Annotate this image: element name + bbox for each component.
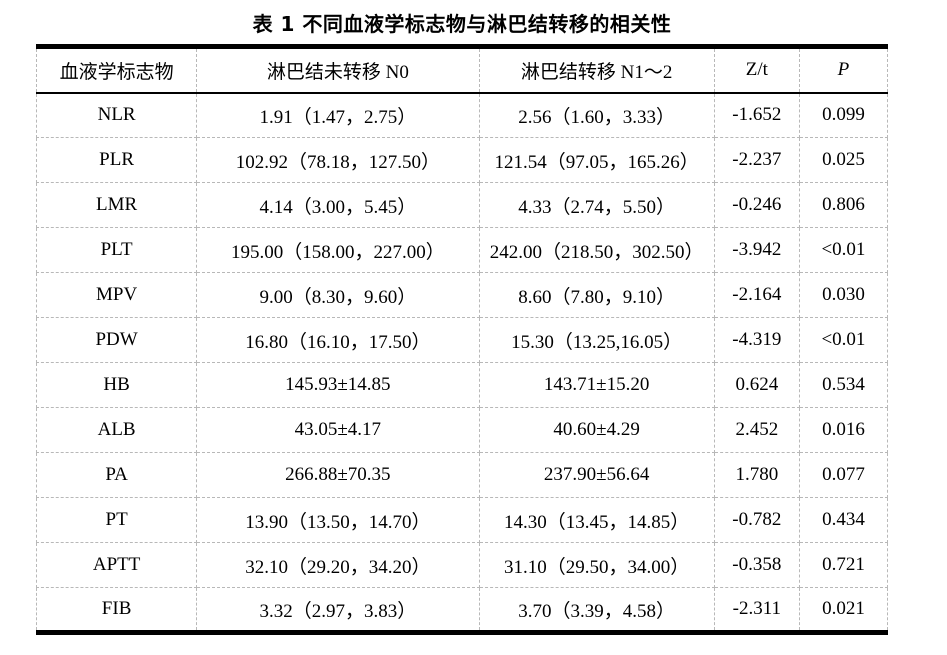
cell-p: 0.721	[798, 542, 889, 588]
cell-zt: -0.246	[713, 182, 800, 228]
table-row: LMR 4.14（3.00，5.45） 4.33（2.74，5.50） -0.2…	[35, 182, 889, 228]
cell-n12: 2.56（1.60，3.33）	[478, 92, 715, 138]
cell-zt: 1.780	[713, 452, 800, 498]
cell-zt: -2.164	[713, 272, 800, 318]
cell-n12: 8.60（7.80，9.10）	[478, 272, 715, 318]
cell-marker: PA	[35, 452, 198, 498]
header-marker: 血液学标志物	[35, 46, 198, 94]
cell-marker: NLR	[35, 92, 198, 138]
cell-p: 0.025	[798, 137, 889, 183]
cell-zt: -0.782	[713, 497, 800, 543]
cell-marker: FIB	[35, 587, 198, 633]
header-zt: Z/t	[713, 46, 800, 94]
table-row: MPV 9.00（8.30，9.60） 8.60（7.80，9.10） -2.1…	[35, 272, 889, 318]
table-row: HB 145.93±14.85 143.71±15.20 0.624 0.534	[35, 362, 889, 408]
cell-n0: 9.00（8.30，9.60）	[196, 272, 480, 318]
cell-marker: MPV	[35, 272, 198, 318]
cell-p: 0.021	[798, 587, 889, 633]
table-title: 表 1 不同血液学标志物与淋巴结转移的相关性	[252, 12, 672, 36]
cell-marker: APTT	[35, 542, 198, 588]
header-p: P	[798, 46, 889, 94]
cell-n0: 4.14（3.00，5.45）	[196, 182, 480, 228]
hematology-correlation-table: 血液学标志物 淋巴结未转移 N0 淋巴结转移 N1～2 Z/t P NLR 1.…	[35, 44, 889, 635]
cell-p: 0.099	[798, 92, 889, 138]
header-n0: 淋巴结未转移 N0	[196, 46, 480, 94]
cell-n12: 121.54（97.05，165.26）	[478, 137, 715, 183]
cell-n0: 32.10（29.20，34.20）	[196, 542, 480, 588]
cell-marker: ALB	[35, 407, 198, 453]
cell-n12: 237.90±56.64	[478, 452, 715, 498]
cell-n12: 15.30（13.25,16.05）	[478, 317, 715, 363]
cell-p: 0.077	[798, 452, 889, 498]
cell-n0: 145.93±14.85	[196, 362, 480, 408]
cell-n0: 102.92（78.18，127.50）	[196, 137, 480, 183]
table-row: PLT 195.00（158.00，227.00） 242.00（218.50，…	[35, 227, 889, 273]
header-n1-2: 淋巴结转移 N1～2	[478, 46, 715, 94]
cell-zt: 2.452	[713, 407, 800, 453]
cell-p: <0.01	[798, 317, 889, 363]
table-row: PA 266.88±70.35 237.90±56.64 1.780 0.077	[35, 452, 889, 498]
cell-n12: 143.71±15.20	[478, 362, 715, 408]
cell-zt: -2.311	[713, 587, 800, 633]
cell-zt: 0.624	[713, 362, 800, 408]
cell-n0: 1.91（1.47，2.75）	[196, 92, 480, 138]
cell-marker: PLR	[35, 137, 198, 183]
cell-n0: 3.32（2.97，3.83）	[196, 587, 480, 633]
cell-p: 0.016	[798, 407, 889, 453]
table-row: PDW 16.80（16.10，17.50） 15.30（13.25,16.05…	[35, 317, 889, 363]
cell-n12: 3.70（3.39，4.58）	[478, 587, 715, 633]
cell-p: 0.030	[798, 272, 889, 318]
cell-n12: 40.60±4.29	[478, 407, 715, 453]
table-row: NLR 1.91（1.47，2.75） 2.56（1.60，3.33） -1.6…	[35, 92, 889, 138]
cell-marker: LMR	[35, 182, 198, 228]
cell-n0: 13.90（13.50，14.70）	[196, 497, 480, 543]
cell-n0: 16.80（16.10，17.50）	[196, 317, 480, 363]
cell-n0: 43.05±4.17	[196, 407, 480, 453]
cell-n12: 31.10（29.50，34.00）	[478, 542, 715, 588]
table-row: APTT 32.10（29.20，34.20） 31.10（29.50，34.0…	[35, 542, 889, 588]
cell-marker: HB	[35, 362, 198, 408]
cell-zt: -1.652	[713, 92, 800, 138]
cell-n0: 266.88±70.35	[196, 452, 480, 498]
cell-zt: -4.319	[713, 317, 800, 363]
cell-zt: -3.942	[713, 227, 800, 273]
cell-marker: PDW	[35, 317, 198, 363]
cell-n12: 4.33（2.74，5.50）	[478, 182, 715, 228]
cell-n12: 242.00（218.50，302.50）	[478, 227, 715, 273]
cell-p: 0.534	[798, 362, 889, 408]
cell-zt: -0.358	[713, 542, 800, 588]
cell-n0: 195.00（158.00，227.00）	[196, 227, 480, 273]
cell-marker: PT	[35, 497, 198, 543]
cell-zt: -2.237	[713, 137, 800, 183]
table-row: FIB 3.32（2.97，3.83） 3.70（3.39，4.58） -2.3…	[35, 587, 889, 633]
cell-p: <0.01	[798, 227, 889, 273]
cell-n12: 14.30（13.45，14.85）	[478, 497, 715, 543]
table-row: ALB 43.05±4.17 40.60±4.29 2.452 0.016	[35, 407, 889, 453]
table-row: PLR 102.92（78.18，127.50） 121.54（97.05，16…	[35, 137, 889, 183]
cell-p: 0.806	[798, 182, 889, 228]
cell-p: 0.434	[798, 497, 889, 543]
cell-marker: PLT	[35, 227, 198, 273]
table-row: PT 13.90（13.50，14.70） 14.30（13.45，14.85）…	[35, 497, 889, 543]
header-row: 血液学标志物 淋巴结未转移 N0 淋巴结转移 N1～2 Z/t P	[35, 46, 889, 94]
